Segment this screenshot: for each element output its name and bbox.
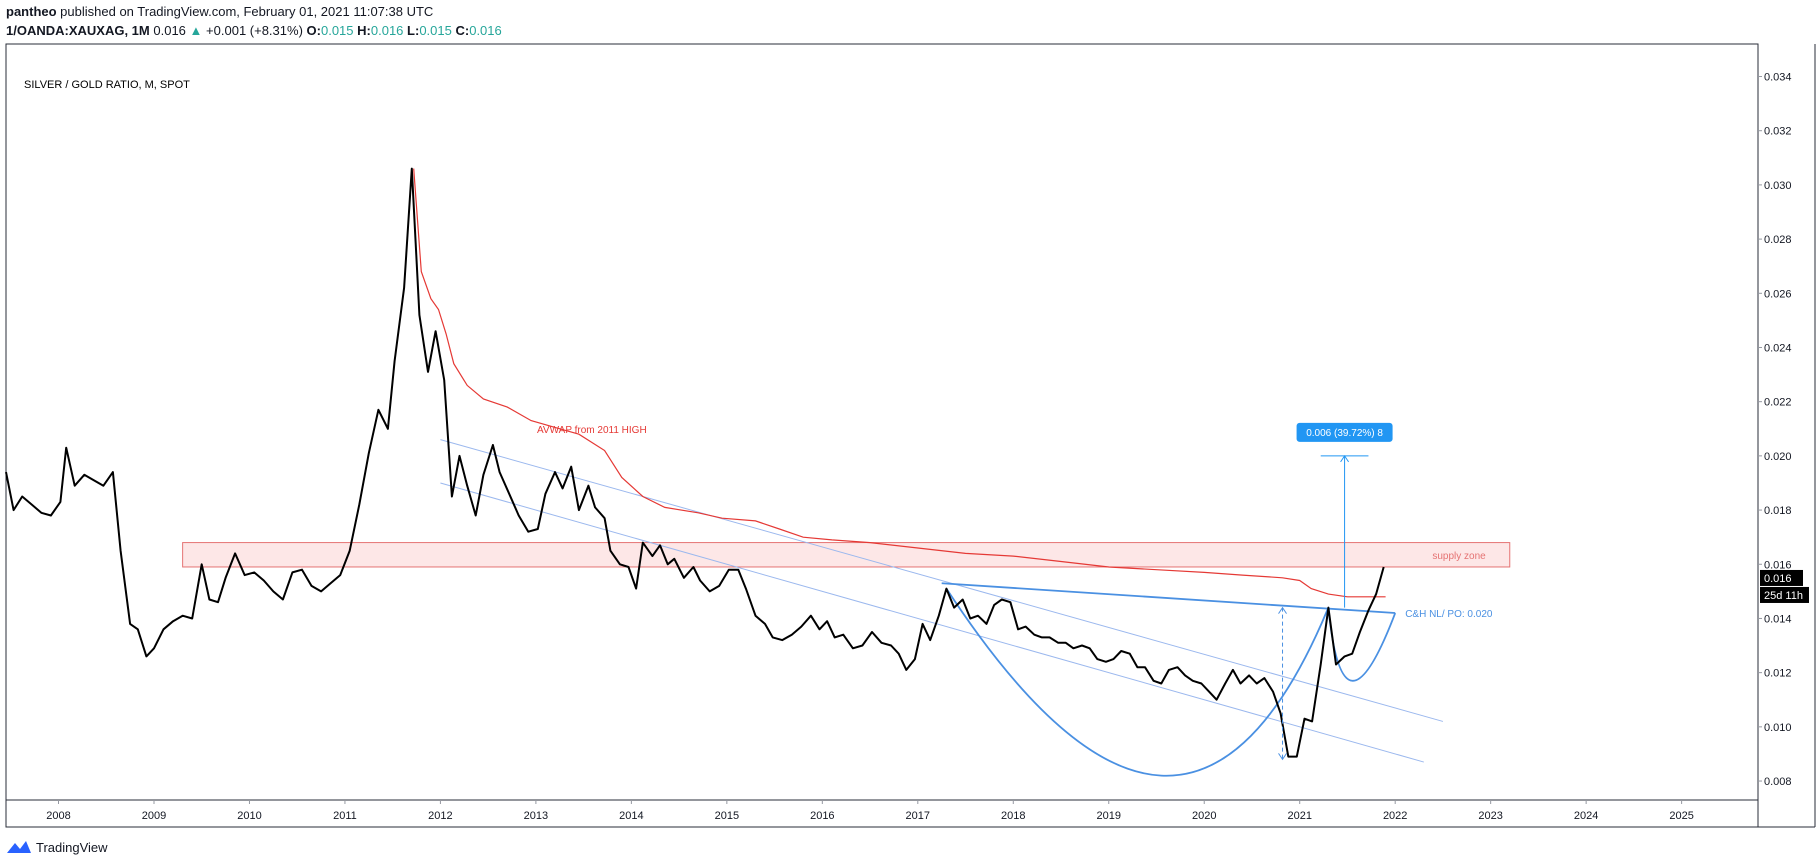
avwap-label: AVWAP from 2011 HIGH (537, 425, 647, 436)
neckline-label: C&H NL/ PO: 0.020 (1405, 609, 1493, 620)
low-value: 0.015 (419, 23, 452, 38)
symbol-label[interactable]: 1/OANDA:XAUXAG, 1M (6, 23, 150, 38)
x-tick-label: 2008 (46, 810, 70, 822)
x-tick-label: 2025 (1669, 810, 1693, 822)
handle-curve (1327, 607, 1397, 682)
x-tick-label: 2012 (428, 810, 452, 822)
supply-zone-label: supply zone (1432, 551, 1486, 562)
last-price-label: 0.016 (1764, 573, 1792, 585)
last-value: 0.016 (153, 23, 186, 38)
y-tick-label: 0.024 (1764, 342, 1792, 354)
countdown-label: 25d 11h (1764, 590, 1803, 602)
y-tick-label: 0.022 (1764, 397, 1792, 409)
change-value: +0.001 (+8.31%) (206, 23, 303, 38)
y-tick-label: 0.028 (1764, 234, 1792, 246)
projection-label-box (1296, 422, 1393, 442)
x-tick-label: 2022 (1383, 810, 1407, 822)
y-tick-label: 0.026 (1764, 288, 1792, 300)
published-text: published on TradingView.com, February 0… (56, 4, 434, 19)
x-tick-label: 2019 (1097, 810, 1121, 822)
x-tick-label: 2024 (1574, 810, 1598, 822)
close-value: 0.016 (469, 23, 502, 38)
depth-arrow-down-icon (1278, 753, 1287, 761)
x-tick-label: 2011 (333, 810, 357, 822)
high-value: 0.016 (370, 23, 404, 38)
tradingview-logo-icon[interactable] (6, 839, 32, 855)
y-tick-label: 0.032 (1764, 126, 1792, 138)
cup-curve (945, 588, 1330, 777)
x-tick-label: 2021 (1287, 810, 1311, 822)
x-tick-label: 2010 (237, 810, 261, 822)
open-value: 0.015 (320, 23, 354, 38)
x-tick-label: 2009 (142, 810, 166, 822)
symbol-ohlc-legend: 1/OANDA:XAUXAG, 1M 0.016 ▲ +0.001 (+8.31… (6, 21, 1806, 40)
last-price-badge (1760, 569, 1803, 586)
change-arrow-icon: ▲ (189, 23, 203, 38)
close-label: C: (455, 23, 470, 38)
publish-info: pantheo published on TradingView.com, Fe… (6, 2, 1806, 21)
low-label: L: (407, 23, 420, 38)
projection-label: 0.006 (39.72%) 8 (1306, 428, 1383, 439)
open-label: O: (306, 23, 321, 38)
x-tick-label: 2018 (1001, 810, 1025, 822)
y-tick-label: 0.016 (1764, 559, 1792, 571)
x-tick-label: 2016 (810, 810, 834, 822)
x-tick-label: 2013 (524, 810, 548, 822)
x-tick-label: 2015 (715, 810, 739, 822)
supply-zone-box (182, 542, 1511, 568)
x-tick-label: 2017 (906, 810, 930, 822)
countdown-badge (1760, 586, 1809, 603)
projection-arrow-icon (1340, 454, 1350, 463)
x-tick-label: 2020 (1192, 810, 1216, 822)
x-tick-label: 2014 (619, 810, 643, 822)
y-tick-label: 0.010 (1764, 722, 1792, 734)
price-line (5, 167, 1385, 758)
y-tick-label: 0.012 (1764, 668, 1792, 680)
chart-title: SILVER / GOLD RATIO, M, SPOT (24, 79, 190, 91)
avwap-line (413, 168, 1386, 598)
x-tick-label: 2023 (1478, 810, 1502, 822)
channel-line (440, 482, 1424, 763)
y-tick-label: 0.034 (1764, 72, 1792, 84)
channel-line (440, 439, 1444, 722)
y-tick-label: 0.018 (1764, 505, 1792, 517)
high-label: H: (357, 23, 371, 38)
y-tick-label: 0.008 (1764, 776, 1792, 788)
y-tick-label: 0.030 (1764, 180, 1792, 192)
y-tick-label: 0.020 (1764, 451, 1792, 463)
depth-arrow-up-icon (1278, 606, 1287, 614)
author-name[interactable]: pantheo (6, 4, 57, 19)
plot-frame (5, 43, 1759, 828)
neckline (941, 582, 1396, 614)
footer-brand: TradingView (6, 836, 108, 858)
chart-header: pantheo published on TradingView.com, Fe… (6, 2, 1806, 40)
brand-name[interactable]: TradingView (36, 839, 108, 855)
y-tick-label: 0.014 (1764, 613, 1792, 625)
